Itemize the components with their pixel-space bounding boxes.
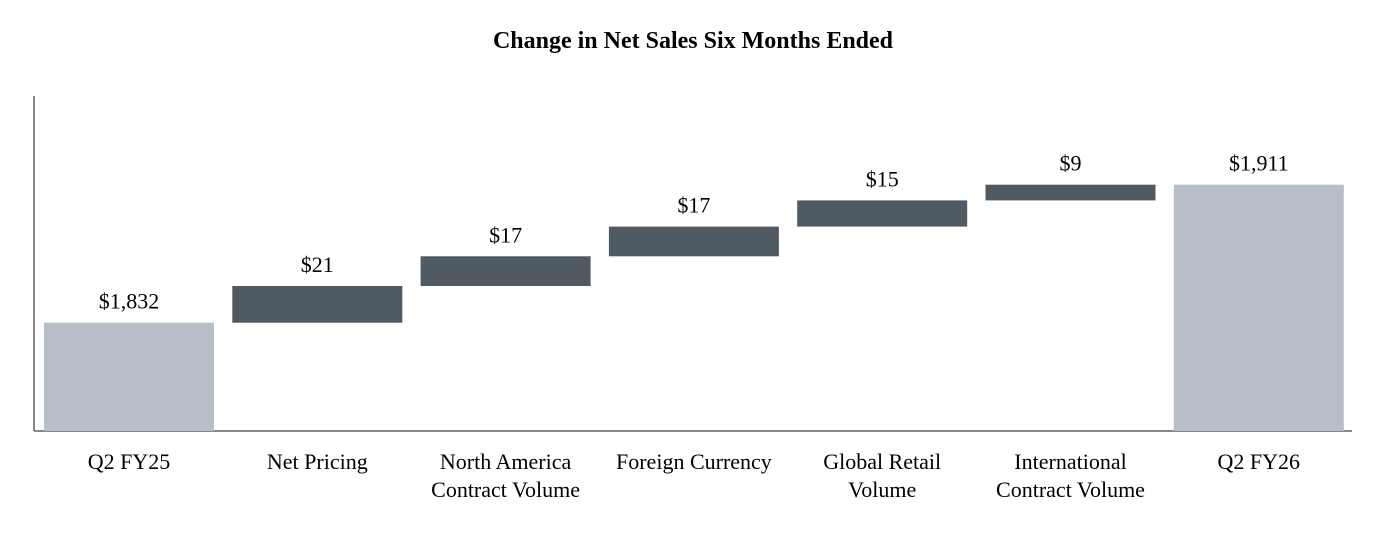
bar-6 — [1173, 184, 1344, 431]
category-label-6-0: Q2 FY26 — [1218, 449, 1301, 474]
data-label-2: $17 — [489, 222, 522, 247]
bar-5 — [985, 184, 1156, 201]
category-label-1-0: Net Pricing — [267, 449, 368, 474]
data-label-4: $15 — [866, 166, 899, 191]
chart-title: Change in Net Sales Six Months Ended — [492, 28, 894, 54]
category-label-5-0: International — [1014, 449, 1126, 474]
bar-2 — [420, 256, 591, 286]
bar-0 — [44, 322, 214, 431]
data-label-1: $21 — [301, 252, 334, 277]
category-label-2-0: North America — [440, 449, 572, 474]
category-label-4-0: Global Retail — [823, 449, 941, 474]
category-label-2-1: Contract Volume — [431, 477, 580, 502]
bar-4 — [797, 200, 968, 227]
bar-1 — [232, 286, 403, 323]
data-label-5: $9 — [1060, 151, 1082, 176]
data-label-3: $17 — [677, 193, 710, 218]
category-label-4-1: Volume — [848, 477, 916, 502]
category-label-0-0: Q2 FY25 — [88, 449, 171, 474]
category-label-3-0: Foreign Currency — [616, 449, 772, 474]
bar-3 — [608, 226, 779, 257]
data-label-0: $1,832 — [99, 289, 160, 314]
category-label-5-1: Contract Volume — [996, 477, 1145, 502]
data-label-6: $1,911 — [1229, 151, 1289, 176]
